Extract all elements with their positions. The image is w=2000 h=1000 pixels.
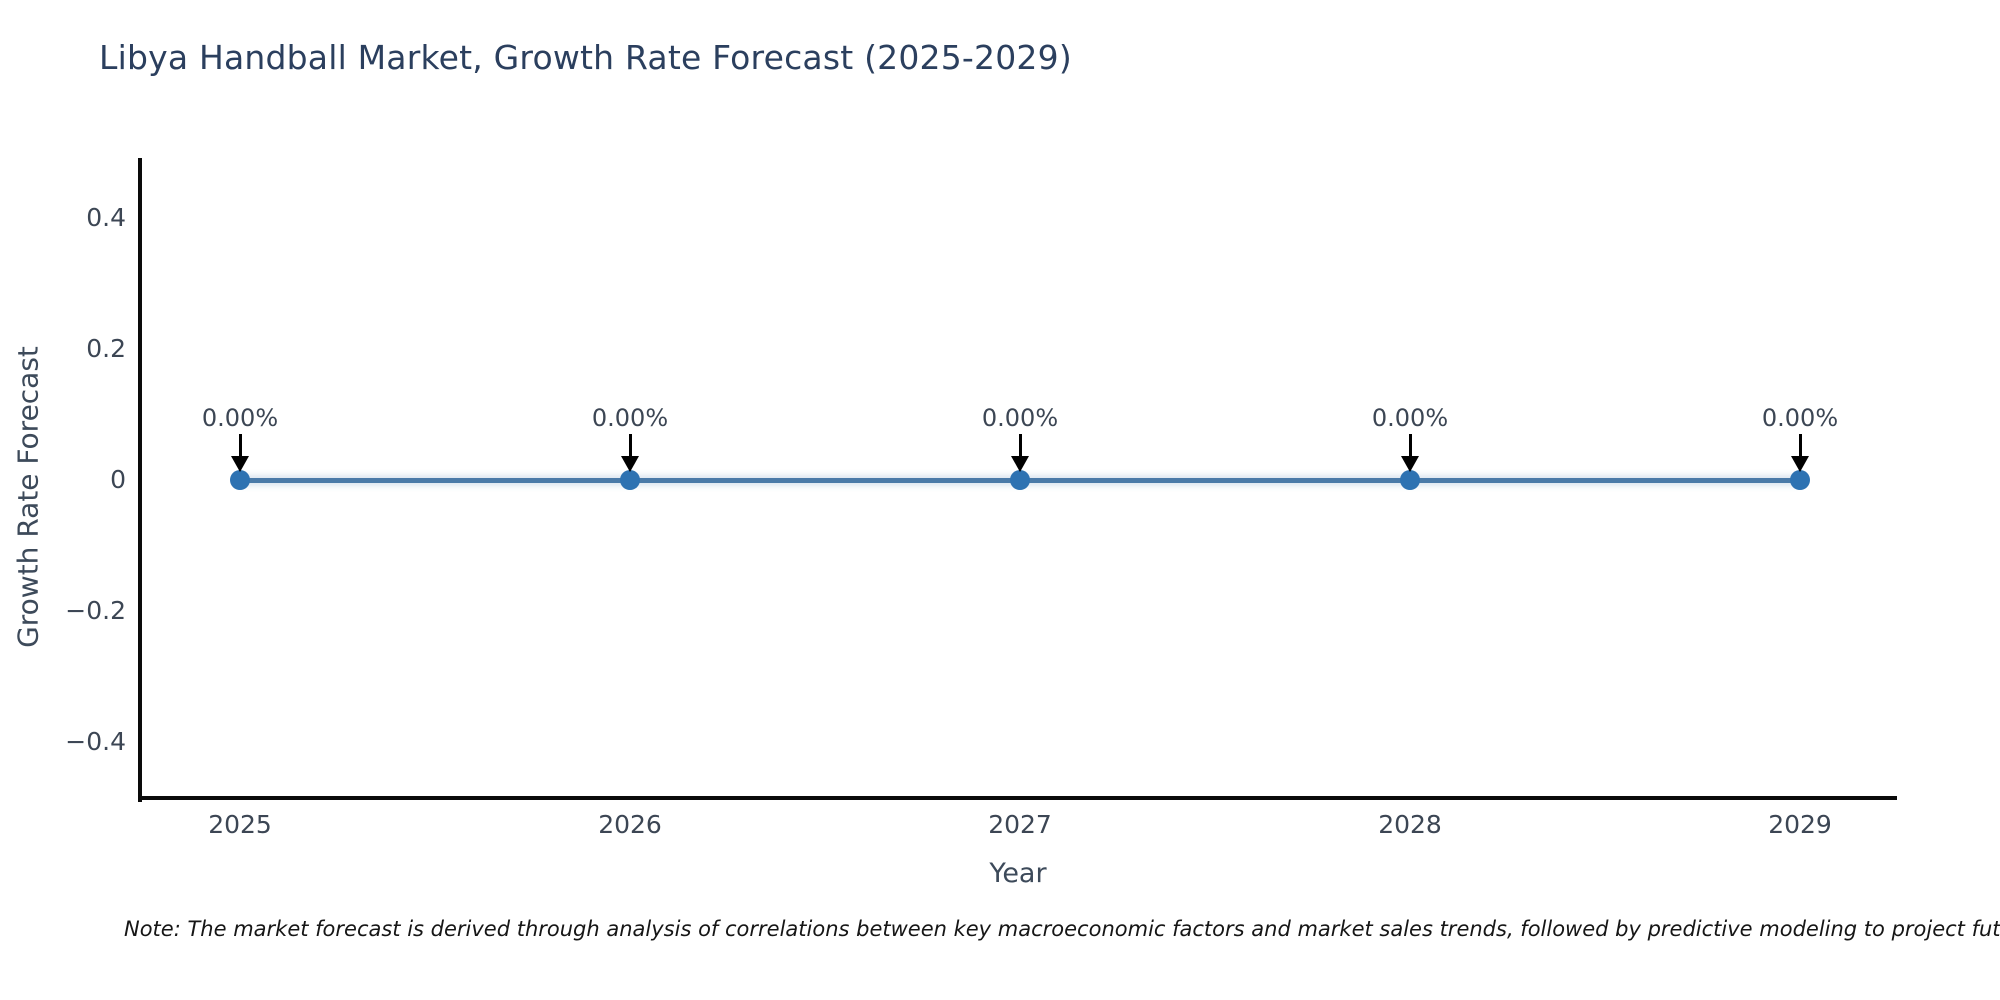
- x-axis-line: [138, 796, 1897, 800]
- data-point-marker: [1790, 470, 1810, 490]
- x-tick-label: 2028: [1378, 810, 1442, 839]
- annotation-arrow-head: [1011, 456, 1029, 472]
- annotation-arrow-shaft: [1799, 434, 1802, 460]
- x-axis-title: Year: [989, 858, 1047, 889]
- x-tick-label: 2027: [988, 810, 1052, 839]
- y-tick-label: −0.2: [65, 596, 126, 625]
- data-point-marker: [1010, 470, 1030, 490]
- annotation-arrow-shaft: [1409, 434, 1412, 460]
- annotation-arrow-shaft: [239, 434, 242, 460]
- data-point-label: 0.00%: [981, 404, 1059, 432]
- x-tick-label: 2026: [598, 810, 662, 839]
- data-point-label: 0.00%: [1371, 404, 1449, 432]
- annotation-arrow-head: [621, 456, 639, 472]
- footnote: Note: The market forecast is derived thr…: [124, 917, 2000, 941]
- data-point-marker: [230, 470, 250, 490]
- x-tick-label: 2025: [208, 810, 272, 839]
- annotation-arrow-head: [1791, 456, 1809, 472]
- data-point-label: 0.00%: [201, 404, 279, 432]
- x-tick-label: 2029: [1768, 810, 1832, 839]
- annotation-arrow-shaft: [629, 434, 632, 460]
- chart-title: Libya Handball Market, Growth Rate Forec…: [99, 38, 1072, 77]
- data-point-label: 0.00%: [591, 404, 669, 432]
- data-point-marker: [1400, 470, 1420, 490]
- y-tick-label: 0.2: [86, 334, 126, 363]
- data-point-label: 0.00%: [1761, 404, 1839, 432]
- y-tick-label: −0.4: [65, 727, 126, 756]
- y-tick-label: 0: [110, 465, 126, 494]
- annotation-arrow-head: [231, 456, 249, 472]
- y-tick-label: 0.4: [86, 203, 126, 232]
- annotation-arrow-head: [1401, 456, 1419, 472]
- y-axis-line: [138, 158, 142, 802]
- data-point-marker: [620, 470, 640, 490]
- annotation-arrow-shaft: [1019, 434, 1022, 460]
